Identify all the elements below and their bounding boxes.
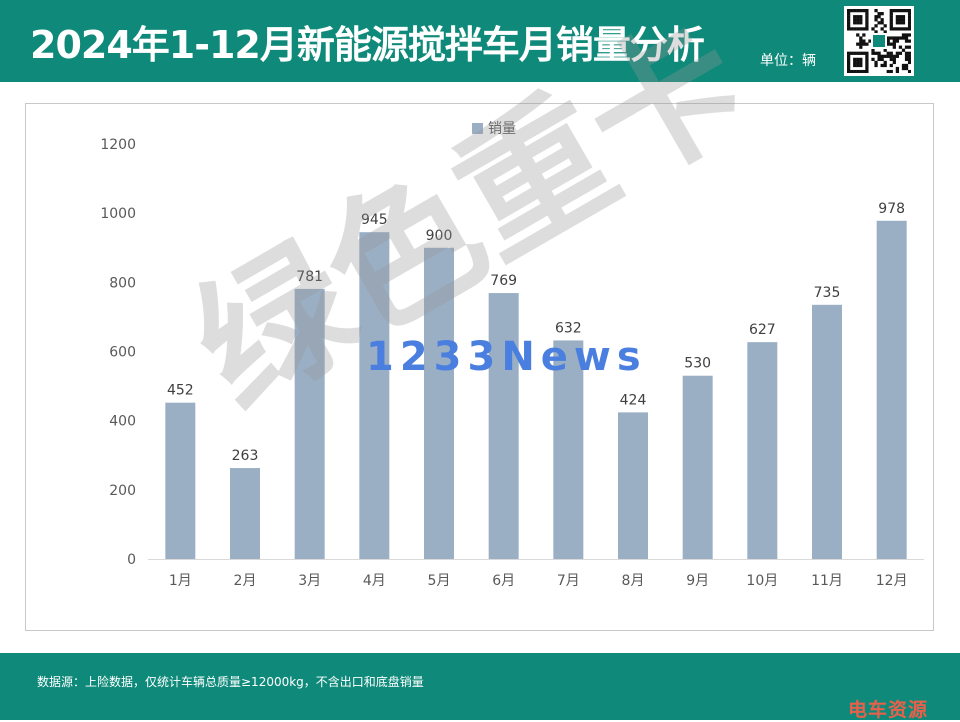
data-source-note: 数据源：上险数据，仅统计车辆总质量≥12000kg，不含出口和底盘销量 bbox=[37, 675, 424, 689]
bar bbox=[424, 247, 454, 559]
data-label: 530 bbox=[684, 356, 711, 372]
bar bbox=[359, 232, 390, 559]
y-tick-label: 1000 bbox=[100, 206, 136, 222]
y-tick-label: 200 bbox=[109, 483, 136, 499]
data-label: 424 bbox=[620, 392, 647, 408]
data-label: 978 bbox=[878, 201, 905, 217]
legend-label: 销量 bbox=[488, 121, 516, 137]
bar bbox=[165, 402, 196, 559]
qr-code-icon bbox=[844, 6, 914, 76]
y-tick-label: 800 bbox=[109, 275, 136, 291]
footer-bar: 数据源：上险数据，仅统计车辆总质量≥12000kg，不含出口和底盘销量 电车资源 bbox=[0, 653, 960, 721]
data-label: 632 bbox=[555, 320, 582, 336]
y-tick-label: 600 bbox=[109, 345, 136, 361]
x-tick-label: 12月 bbox=[876, 573, 908, 589]
bar bbox=[682, 375, 713, 559]
brand-logo: 电车资源 bbox=[848, 699, 929, 721]
data-label: 769 bbox=[490, 273, 517, 289]
x-tick-label: 3月 bbox=[298, 573, 321, 589]
bar bbox=[553, 340, 584, 559]
x-tick-label: 8月 bbox=[622, 573, 645, 589]
x-tick-label: 2月 bbox=[234, 573, 257, 589]
x-tick-label: 5月 bbox=[428, 573, 451, 589]
data-label: 735 bbox=[814, 285, 841, 301]
unit-label: 单位：辆 bbox=[760, 53, 816, 69]
bar bbox=[618, 412, 648, 559]
chart-area: 0 200 400 600 800 1000 1200 销量 452 1月 263 2月 781 3月 94… bbox=[25, 103, 934, 631]
bar bbox=[812, 304, 842, 559]
x-tick-label: 6月 bbox=[492, 573, 515, 589]
data-label: 452 bbox=[167, 383, 194, 399]
x-tick-label: 4月 bbox=[363, 573, 386, 589]
x-tick-label: 1月 bbox=[169, 573, 192, 589]
bar bbox=[230, 468, 260, 559]
bar bbox=[488, 293, 519, 559]
bar bbox=[294, 288, 325, 559]
header-bar: 2024年1-12月新能源搅拌车月销量分析 单位：辆 bbox=[0, 0, 960, 82]
x-tick-label: 10月 bbox=[746, 573, 778, 589]
data-label: 627 bbox=[749, 322, 776, 338]
bar bbox=[747, 342, 778, 559]
bar bbox=[876, 220, 907, 559]
bar-chart: 0 200 400 600 800 1000 1200 销量 452 1月 263 2月 781 3月 94… bbox=[100, 121, 924, 589]
x-tick-label: 11月 bbox=[811, 573, 843, 589]
data-label: 263 bbox=[232, 448, 259, 464]
page-title: 2024年1-12月新能源搅拌车月销量分析 bbox=[30, 23, 705, 67]
y-tick-label: 400 bbox=[109, 414, 136, 430]
y-tick-label: 1200 bbox=[100, 137, 136, 153]
data-label: 900 bbox=[426, 228, 453, 244]
data-label: 781 bbox=[296, 269, 323, 285]
qr-code-graphic bbox=[847, 9, 911, 73]
y-tick-label: 0 bbox=[127, 552, 136, 568]
data-label: 945 bbox=[361, 212, 388, 228]
legend-swatch bbox=[472, 123, 483, 134]
x-tick-label: 9月 bbox=[686, 573, 709, 589]
x-tick-label: 7月 bbox=[557, 573, 580, 589]
